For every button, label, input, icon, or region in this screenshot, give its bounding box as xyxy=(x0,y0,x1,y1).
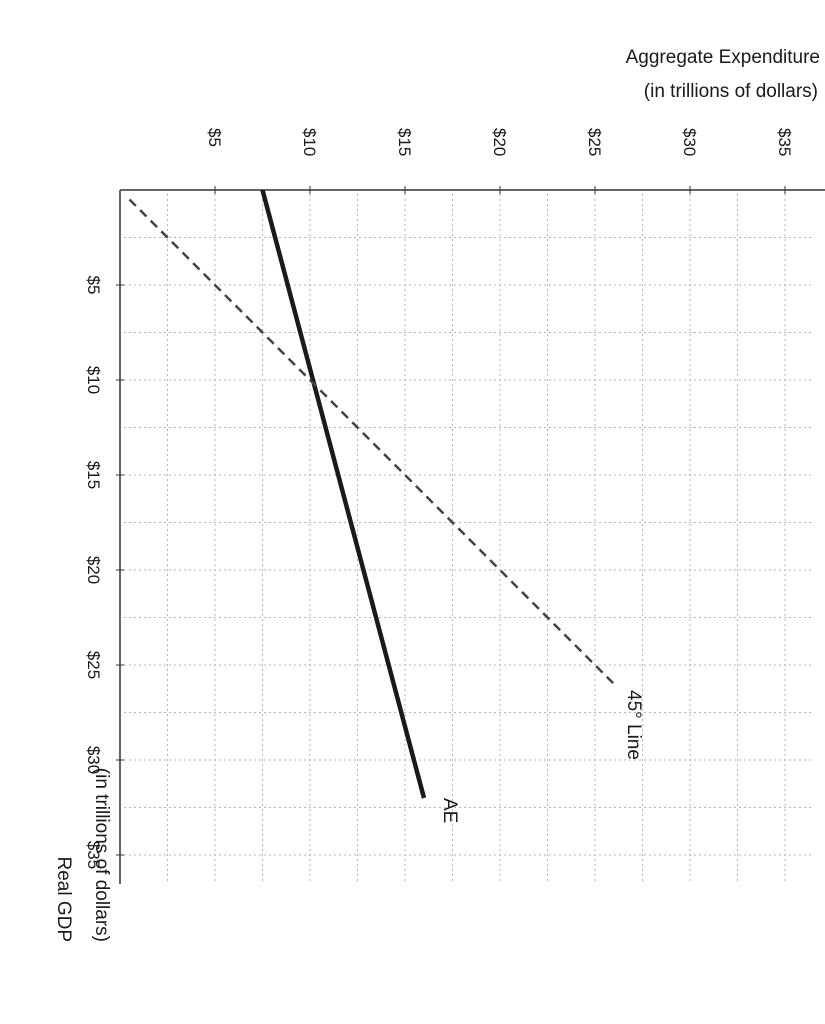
x-tick-label: $30 xyxy=(84,746,103,774)
labels-layer: $5 $10 $15 $20 $25 $30 $35 $5 $10 $15 $20 $25 $30 $35… xyxy=(84,128,794,869)
y-tick-label: $15 xyxy=(395,128,414,156)
y-tick-label: $30 xyxy=(680,128,699,156)
y-tick-label: $25 xyxy=(585,128,604,156)
x-tick-label: $20 xyxy=(84,556,103,584)
x-axis-title-line2: (in trillions of dollars) xyxy=(91,768,112,942)
x-tick-label: $10 xyxy=(84,366,103,394)
y-tick-label: $35 xyxy=(775,128,794,156)
ae-line-label: AE xyxy=(439,798,460,823)
y-axis-title-line2: (in trillions of dollars) xyxy=(644,81,818,102)
x-tick-label: $5 xyxy=(84,276,103,295)
x-tick-label: $15 xyxy=(84,461,103,489)
forty-five-degree-line-label: 45° Line xyxy=(623,690,644,760)
series-layer xyxy=(128,189,615,799)
ae-line xyxy=(260,189,427,799)
y-tick-label: $5 xyxy=(205,128,224,147)
axes xyxy=(116,186,825,884)
y-axis-title-line1: Aggregate Expenditure xyxy=(626,47,820,68)
forty-five-degree-line xyxy=(128,198,615,685)
x-tick-label: $35 xyxy=(84,841,103,869)
y-tick-label: $20 xyxy=(490,128,509,156)
y-tick-label: $10 xyxy=(300,128,319,156)
x-axis-title-line1: Real GDP xyxy=(53,856,74,942)
x-axis-title: Real GDP (in trillions of dollars) xyxy=(53,768,112,942)
x-tick-label: $25 xyxy=(84,651,103,679)
